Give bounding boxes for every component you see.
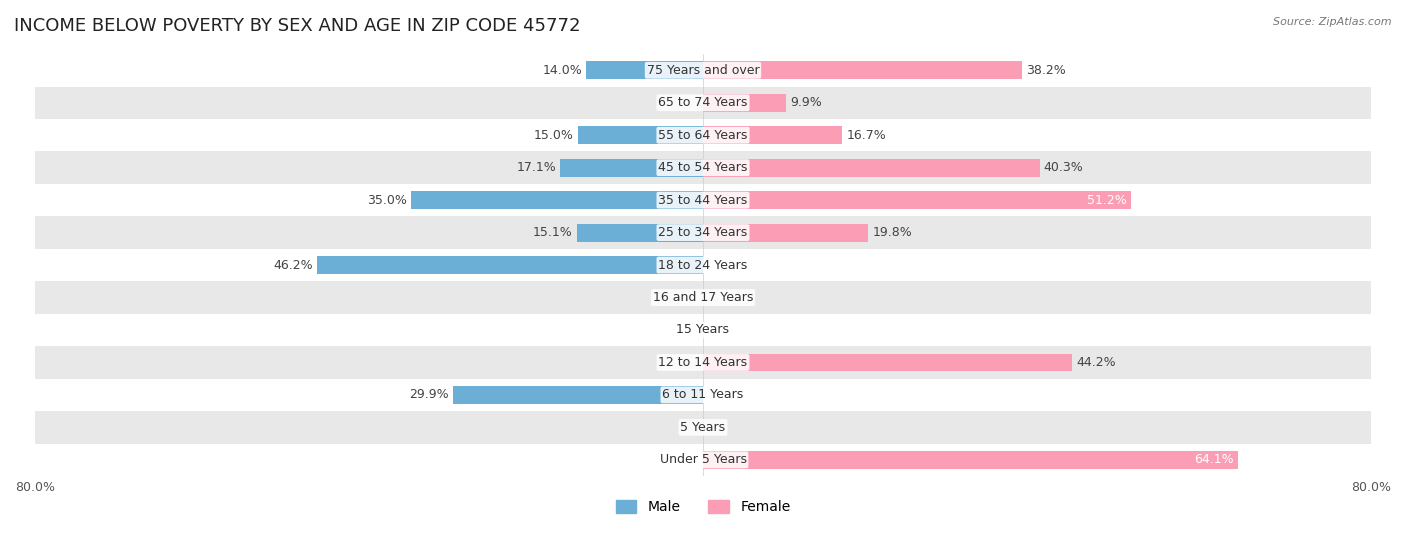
- Bar: [35, 411, 1371, 444]
- Text: 55 to 64 Years: 55 to 64 Years: [658, 129, 748, 142]
- Text: INCOME BELOW POVERTY BY SEX AND AGE IN ZIP CODE 45772: INCOME BELOW POVERTY BY SEX AND AGE IN Z…: [14, 17, 581, 35]
- Text: 46.2%: 46.2%: [273, 258, 314, 272]
- Bar: [453, 386, 703, 404]
- Text: 35.0%: 35.0%: [367, 194, 406, 206]
- Text: 15.0%: 15.0%: [534, 129, 574, 142]
- Bar: [411, 191, 703, 209]
- Text: 64.1%: 64.1%: [1195, 453, 1234, 466]
- Text: 6 to 11 Years: 6 to 11 Years: [662, 388, 744, 401]
- Text: 40.3%: 40.3%: [1043, 161, 1084, 174]
- Bar: [35, 281, 1371, 314]
- Text: 35 to 44 Years: 35 to 44 Years: [658, 194, 748, 206]
- Bar: [576, 224, 703, 242]
- Text: 17.1%: 17.1%: [516, 161, 555, 174]
- Text: 16 and 17 Years: 16 and 17 Years: [652, 291, 754, 304]
- Text: 65 to 74 Years: 65 to 74 Years: [658, 96, 748, 109]
- Text: 16.7%: 16.7%: [846, 129, 886, 142]
- Text: 44.2%: 44.2%: [1076, 356, 1116, 369]
- Text: 19.8%: 19.8%: [873, 226, 912, 239]
- Text: 12 to 14 Years: 12 to 14 Years: [658, 356, 748, 369]
- Bar: [703, 354, 1071, 372]
- Text: Under 5 Years: Under 5 Years: [659, 453, 747, 466]
- Bar: [318, 256, 703, 274]
- Text: 15.1%: 15.1%: [533, 226, 572, 239]
- Bar: [703, 126, 842, 144]
- Bar: [703, 451, 1239, 469]
- Text: 14.0%: 14.0%: [543, 64, 582, 77]
- Text: 5 Years: 5 Years: [681, 421, 725, 434]
- Bar: [35, 86, 1371, 119]
- Text: Source: ZipAtlas.com: Source: ZipAtlas.com: [1274, 17, 1392, 27]
- Bar: [703, 158, 1039, 176]
- Text: 75 Years and over: 75 Years and over: [647, 64, 759, 77]
- Bar: [35, 54, 1371, 86]
- Text: 18 to 24 Years: 18 to 24 Years: [658, 258, 748, 272]
- Text: 51.2%: 51.2%: [1087, 194, 1126, 206]
- Text: 15 Years: 15 Years: [676, 324, 730, 336]
- Bar: [578, 126, 703, 144]
- Bar: [703, 191, 1130, 209]
- Bar: [35, 444, 1371, 476]
- Bar: [35, 217, 1371, 249]
- Text: 9.9%: 9.9%: [790, 96, 821, 109]
- Bar: [35, 314, 1371, 346]
- Legend: Male, Female: Male, Female: [610, 494, 796, 519]
- Bar: [560, 158, 703, 176]
- Text: 38.2%: 38.2%: [1026, 64, 1066, 77]
- Bar: [586, 61, 703, 79]
- Text: 25 to 34 Years: 25 to 34 Years: [658, 226, 748, 239]
- Bar: [35, 346, 1371, 379]
- Bar: [35, 119, 1371, 151]
- Bar: [35, 151, 1371, 184]
- Bar: [35, 184, 1371, 217]
- Bar: [703, 94, 786, 112]
- Text: 29.9%: 29.9%: [409, 388, 449, 401]
- Text: 45 to 54 Years: 45 to 54 Years: [658, 161, 748, 174]
- Bar: [703, 224, 869, 242]
- Bar: [35, 379, 1371, 411]
- Bar: [703, 61, 1022, 79]
- Bar: [35, 249, 1371, 281]
